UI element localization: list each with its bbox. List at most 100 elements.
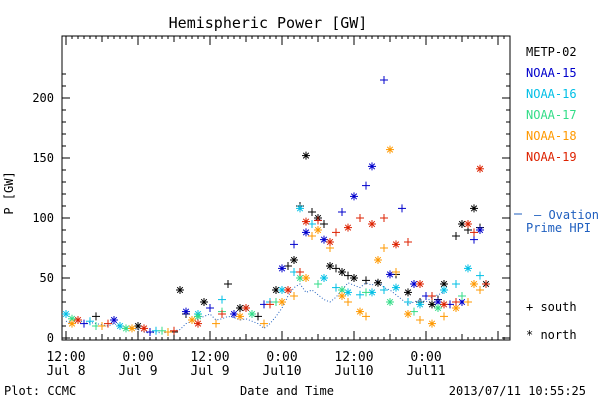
data-point [350,274,358,282]
y-tick-label: 200 [32,91,54,105]
data-point [92,312,100,321]
data-point [386,145,394,154]
data-point [326,238,334,246]
data-point [158,326,166,335]
data-point [392,283,400,292]
data-point [314,216,322,225]
data-point [428,300,436,309]
timestamp: 2013/07/11 10:55:25 [449,384,586,398]
data-point [344,223,352,232]
data-point [404,238,412,246]
data-point [98,322,106,330]
data-point [452,298,460,306]
data-point [272,286,280,294]
data-point [128,324,136,333]
y-tick-label: 0 [47,331,54,345]
data-point [182,307,190,316]
data-point [212,319,220,328]
data-point [356,290,364,299]
x-tick-label-time: 0:00 [122,350,153,365]
data-point [278,298,286,306]
chart-title: Hemispheric Power [GW] [169,14,368,32]
data-point [476,271,484,280]
y-tick-label: 150 [32,151,54,165]
data-point [134,322,142,330]
data-point [296,204,304,213]
data-point [242,304,250,312]
legend-entry: NOAA-18 [526,129,577,143]
data-point [344,298,352,306]
data-point [398,204,406,213]
x-tick-label-time: 12:00 [334,350,373,365]
data-point [380,286,388,294]
data-point [374,256,382,264]
y-tick-label: 100 [32,211,54,225]
ovation-series [65,279,445,334]
data-point [62,310,70,318]
data-point [176,286,184,294]
data-point [410,307,418,316]
data-point [170,326,178,335]
data-point [416,316,424,324]
data-point [164,328,172,336]
data-point [440,312,448,321]
data-point [356,214,364,222]
data-point [362,312,370,321]
legend-entry: NOAA-19 [526,150,577,164]
data-point [338,208,346,216]
data-point [380,214,388,222]
legend-entry: NOAA-16 [526,87,577,101]
legend-entry: NOAA-15 [526,66,577,80]
data-point [476,226,484,234]
data-point [290,292,298,300]
data-point [140,324,148,333]
data-point [284,286,292,294]
data-point [464,220,472,228]
plot-credit: Plot: CCMC [4,384,76,398]
data-point [416,300,424,309]
x-tick-label-date: Jul 9 [118,364,157,379]
data-point [458,292,466,300]
data-point [368,162,376,171]
data-point [392,268,400,276]
data-point [356,307,364,316]
data-point [338,268,346,276]
data-point [368,220,376,228]
data-point [386,298,394,306]
data-point [218,310,226,318]
x-tick-label-time: 12:00 [190,350,229,365]
data-point [464,264,472,273]
data-point [314,280,322,288]
data-points [62,76,490,336]
x-tick-label-date: Jul 8 [46,364,85,379]
data-point [80,319,88,328]
data-point [110,316,118,324]
data-point [440,300,448,309]
data-point [404,310,412,318]
data-point [464,298,472,306]
x-tick-label-date: Jul 9 [190,364,229,379]
data-point [350,192,358,201]
data-point [290,240,298,249]
plot-area-frame [61,35,511,341]
data-point [248,310,256,318]
data-point [362,276,370,285]
data-point [476,164,484,173]
x-tick-label-date: Jul10 [262,364,301,379]
legend-entry: METP-02 [526,45,577,59]
data-point [302,151,310,160]
data-point [320,274,328,282]
data-point [302,217,310,226]
data-point [404,298,412,306]
data-point [200,298,208,306]
data-point [266,300,274,309]
x-axis-label: Date and Time [240,384,334,398]
data-point [392,240,400,249]
data-point [404,288,412,297]
y-axis: 0 50 100 150 200 [32,73,510,345]
data-point [236,312,244,321]
data-point [374,278,382,287]
marker-legend-entry: + south [526,300,577,314]
data-point [434,304,442,312]
